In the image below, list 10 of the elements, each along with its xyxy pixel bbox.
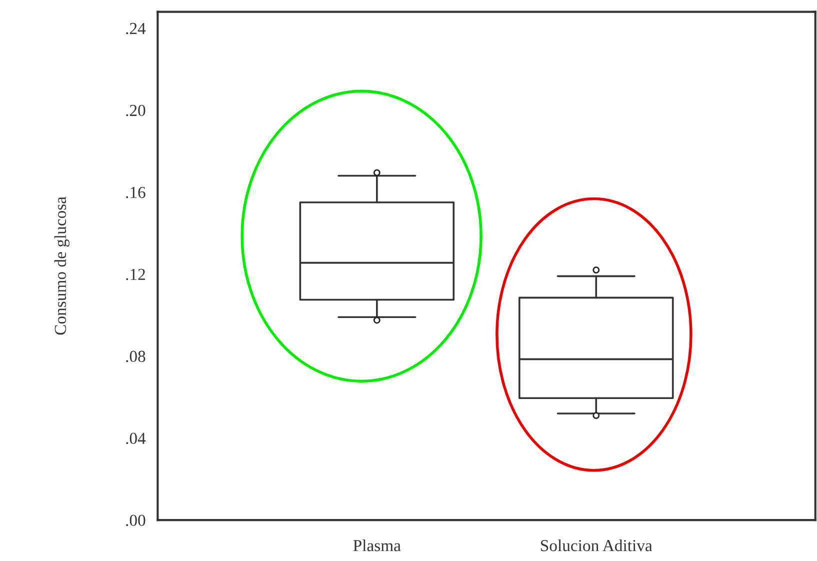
y-tick-label: .12	[126, 268, 145, 280]
y-tick-label: .00	[126, 514, 146, 526]
y-tick-label: .16	[126, 186, 146, 198]
y-tick-label: .04	[126, 432, 146, 444]
y-axis-title: Consumo de glucosa	[54, 196, 70, 335]
x-tick-label: Plasma	[353, 539, 401, 552]
y-tick-label: .20	[126, 104, 146, 116]
y-tick-label: .08	[126, 350, 146, 362]
x-tick-label: Solucion Aditiva	[541, 539, 652, 552]
y-tick-label: .24	[126, 22, 146, 34]
